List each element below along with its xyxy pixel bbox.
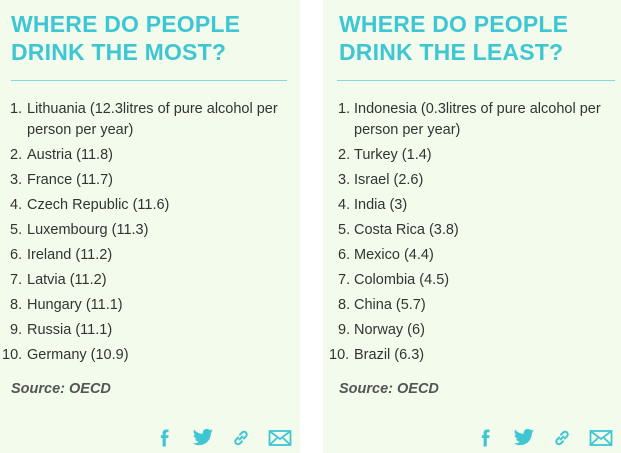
rank-text: Lithuania (12.3litres of pure alcohol pe… bbox=[27, 101, 278, 138]
list-item: 6. Ireland (11.2) bbox=[0, 245, 291, 266]
rank-text: Brazil (6.3) bbox=[354, 347, 425, 363]
least-drinking-panel: WHERE DO PEOPLE DRINK THE LEAST? 1. Indon… bbox=[323, 0, 621, 453]
rank-text: Hungary (11.1) bbox=[27, 297, 123, 313]
rank-number: 2. bbox=[338, 147, 351, 163]
email-icon[interactable] bbox=[589, 428, 613, 448]
list-item: 4. Czech Republic (11.6) bbox=[0, 195, 291, 216]
facebook-icon[interactable] bbox=[154, 428, 176, 448]
link-icon[interactable] bbox=[230, 428, 252, 448]
ranking-list: 1. Indonesia (0.3litres of pure alcohol p… bbox=[323, 99, 618, 370]
twitter-icon[interactable] bbox=[513, 428, 535, 448]
rank-text: Colombia (4.5) bbox=[354, 272, 450, 288]
list-item: 3. France (11.7) bbox=[0, 170, 291, 191]
rank-number: 1. bbox=[338, 101, 351, 117]
title-divider bbox=[337, 80, 615, 81]
share-bar bbox=[138, 427, 292, 449]
rank-text: Costa Rica (3.8) bbox=[354, 222, 459, 238]
panel-title: WHERE DO PEOPLE DRINK THE LEAST? bbox=[339, 11, 569, 65]
list-item: 8. Hungary (11.1) bbox=[0, 295, 291, 316]
list-item: 1. Indonesia (0.3litres of pure alcohol p… bbox=[323, 99, 614, 141]
rank-text: Luxembourg (11.3) bbox=[27, 222, 149, 238]
list-item: 5. Costa Rica (3.8) bbox=[323, 220, 614, 241]
rank-number: 4. bbox=[338, 197, 351, 213]
list-item: 9. Norway (6) bbox=[323, 320, 614, 341]
list-item: 6. Mexico (4.4) bbox=[323, 245, 614, 266]
list-item: 4. India (3) bbox=[323, 195, 614, 216]
ranking-list: 1. Lithuania (12.3litres of pure alcohol … bbox=[0, 99, 295, 370]
list-item: 2. Turkey (1.4) bbox=[323, 145, 614, 166]
rank-number: 6. bbox=[338, 247, 351, 263]
list-item: 7. Colombia (4.5) bbox=[323, 270, 614, 291]
rank-number: 10. bbox=[329, 347, 350, 363]
rank-number: 9. bbox=[338, 322, 351, 338]
rank-number: 4. bbox=[10, 197, 23, 213]
facebook-icon[interactable] bbox=[475, 428, 497, 448]
rank-number: 7. bbox=[10, 272, 23, 288]
list-item: 2. Austria (11.8) bbox=[0, 145, 291, 166]
list-item: 3. Israel (2.6) bbox=[323, 170, 614, 191]
rank-text: Norway (6) bbox=[354, 322, 425, 338]
rank-text: Ireland (11.2) bbox=[27, 247, 113, 263]
rank-number: 8. bbox=[10, 297, 23, 313]
list-item: 10. Germany (10.9) bbox=[0, 345, 291, 366]
rank-text: Turkey (1.4) bbox=[354, 147, 432, 163]
rank-number: 3. bbox=[10, 172, 23, 188]
list-item: 7. Latvia (11.2) bbox=[0, 270, 291, 291]
source-note: Source: OECD bbox=[11, 381, 111, 397]
rank-number: 5. bbox=[338, 222, 351, 238]
rank-text: India (3) bbox=[354, 197, 408, 213]
rank-number: 2. bbox=[10, 147, 23, 163]
title-divider bbox=[11, 80, 287, 81]
list-item: 10. Brazil (6.3) bbox=[323, 345, 614, 366]
rank-number: 3. bbox=[338, 172, 351, 188]
email-icon[interactable] bbox=[268, 428, 292, 448]
rank-number: 9. bbox=[10, 322, 23, 338]
most-drinking-panel: WHERE DO PEOPLE DRINK THE MOST? 1. Lithua… bbox=[0, 0, 300, 453]
rank-text: Latvia (11.2) bbox=[27, 272, 107, 288]
rank-number: 5. bbox=[10, 222, 23, 238]
rank-text: Czech Republic (11.6) bbox=[27, 197, 170, 213]
rank-text: Indonesia (0.3litres of pure alcohol per… bbox=[354, 101, 601, 138]
list-item: 9. Russia (11.1) bbox=[0, 320, 291, 341]
rank-number: 10. bbox=[2, 347, 23, 363]
twitter-icon[interactable] bbox=[192, 428, 214, 448]
rank-text: Germany (10.9) bbox=[27, 347, 129, 363]
rank-number: 6. bbox=[10, 247, 23, 263]
rank-text: Israel (2.6) bbox=[354, 172, 424, 188]
rank-number: 8. bbox=[338, 297, 351, 313]
list-item: 5. Luxembourg (11.3) bbox=[0, 220, 291, 241]
rank-text: France (11.7) bbox=[27, 172, 113, 188]
rank-text: Mexico (4.4) bbox=[354, 247, 434, 263]
rank-text: China (5.7) bbox=[354, 297, 426, 313]
share-bar bbox=[459, 427, 613, 449]
list-item: 8. China (5.7) bbox=[323, 295, 614, 316]
rank-text: Russia (11.1) bbox=[27, 322, 113, 338]
rank-number: 7. bbox=[338, 272, 351, 288]
source-note: Source: OECD bbox=[339, 381, 439, 397]
rank-number: 1. bbox=[10, 101, 23, 117]
panel-title: WHERE DO PEOPLE DRINK THE MOST? bbox=[11, 11, 241, 65]
link-icon[interactable] bbox=[551, 428, 573, 448]
rank-text: Austria (11.8) bbox=[27, 147, 113, 163]
list-item: 1. Lithuania (12.3litres of pure alcohol … bbox=[0, 99, 291, 141]
